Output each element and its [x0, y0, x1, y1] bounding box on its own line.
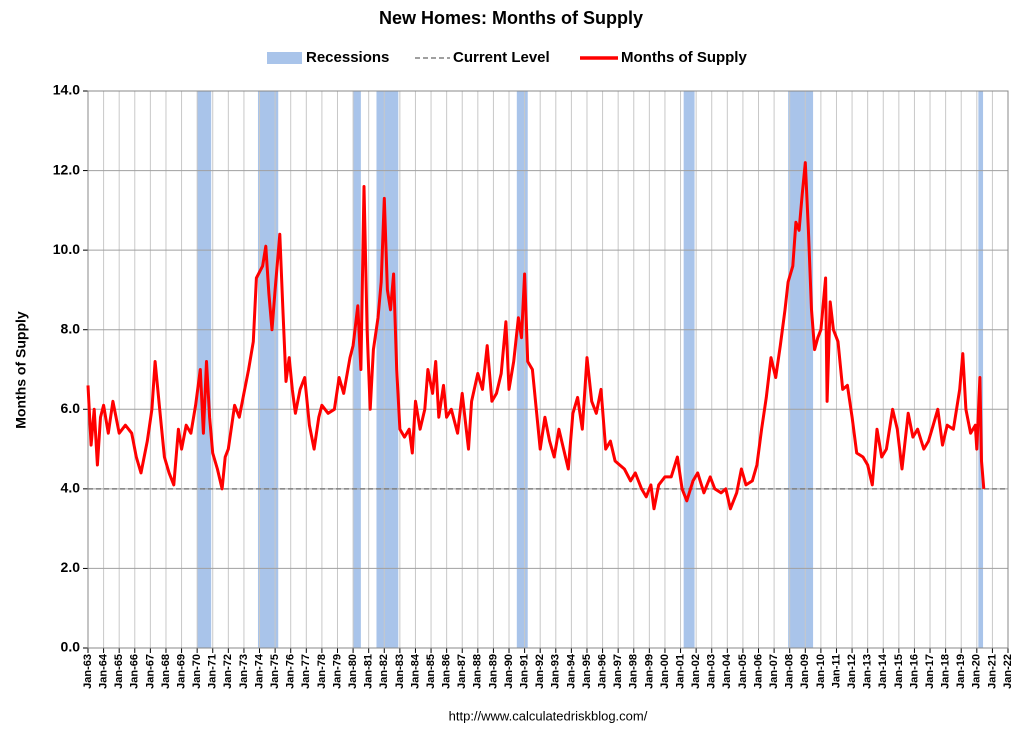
x-tick-label: Jan-87 [456, 654, 468, 689]
x-tick-label: Jan-67 [144, 654, 156, 689]
x-tick-label: Jan-73 [238, 654, 250, 689]
x-tick-label: Jan-65 [113, 654, 125, 689]
recession-band [978, 91, 984, 648]
x-tick-label: Jan-16 [908, 654, 920, 689]
x-tick-label: Jan-89 [487, 654, 499, 689]
recession-band [353, 91, 361, 648]
x-tick-label: Jan-94 [565, 653, 577, 689]
x-tick-label: Jan-99 [643, 654, 655, 689]
y-tick-label: 0.0 [61, 639, 81, 655]
x-tick-label: Jan-21 [986, 654, 998, 689]
x-tick-label: Jan-14 [877, 653, 889, 689]
x-tick-label: Jan-03 [706, 654, 718, 689]
x-tick-label: Jan-13 [862, 654, 874, 689]
x-tick-label: Jan-83 [394, 654, 406, 689]
x-tick-label: Jan-79 [331, 654, 343, 689]
recession-band [788, 91, 814, 648]
x-tick-label: Jan-96 [596, 654, 608, 689]
x-tick-label: Jan-70 [191, 654, 203, 689]
x-tick-label: Jan-98 [628, 654, 640, 689]
y-tick-label: 14.0 [53, 82, 80, 98]
x-tick-label: Jan-22 [1002, 654, 1014, 689]
x-tick-label: Jan-92 [534, 654, 546, 689]
x-tick-label: Jan-64 [97, 653, 109, 689]
x-tick-label: Jan-91 [519, 654, 531, 689]
recession-band [683, 91, 695, 648]
plot-area [88, 91, 1008, 648]
x-tick-label: Jan-15 [893, 654, 905, 689]
x-tick-label: Jan-02 [690, 654, 702, 689]
x-tick-label: Jan-97 [612, 654, 624, 689]
legend-label: Recessions [306, 49, 389, 66]
x-tick-label: Jan-18 [940, 654, 952, 689]
x-tick-label: Jan-01 [674, 654, 686, 689]
x-tick-label: Jan-71 [207, 654, 219, 689]
x-tick-label: Jan-76 [285, 654, 297, 689]
x-tick-label: Jan-78 [316, 654, 328, 689]
legend-label: Current Level [453, 49, 550, 66]
recession-band [257, 91, 279, 648]
x-tick-label: Jan-88 [472, 654, 484, 689]
x-tick-label: Jan-80 [347, 654, 359, 689]
x-tick-label: Jan-72 [222, 654, 234, 689]
x-tick-label: Jan-06 [752, 654, 764, 689]
x-tick-label: Jan-85 [425, 654, 437, 689]
source: http://www.calculatedriskblog.com/ [449, 708, 648, 723]
recession-band [516, 91, 528, 648]
x-tick-label: Jan-09 [799, 654, 811, 689]
x-tick-label: Jan-90 [503, 654, 515, 689]
plot-border [87, 90, 1009, 649]
x-tick-label: Jan-66 [129, 654, 141, 689]
recession-band [376, 91, 399, 648]
x-tick-label: Jan-81 [363, 654, 375, 689]
chart-title: New Homes: Months of Supply [379, 8, 643, 28]
recession-band [197, 91, 212, 648]
x-tick-label: Jan-86 [441, 654, 453, 689]
x-tick-label: Jan-05 [737, 654, 749, 689]
y-tick-label: 2.0 [61, 559, 81, 575]
x-tick-label: Jan-68 [160, 654, 172, 689]
x-tick-label: Jan-20 [971, 654, 983, 689]
y-axis-label: Months of Supply [13, 311, 29, 429]
legend-swatch [267, 52, 302, 64]
x-tick-label: Jan-00 [659, 654, 671, 689]
x-tick-label: Jan-19 [955, 654, 967, 689]
x-tick-label: Jan-08 [784, 654, 796, 689]
x-tick-label: Jan-69 [175, 654, 187, 689]
x-tick-label: Jan-93 [550, 654, 562, 689]
x-tick-label: Jan-07 [768, 654, 780, 689]
x-tick-label: Jan-17 [924, 654, 936, 689]
series-line [86, 161, 986, 511]
x-tick-label: Jan-75 [269, 654, 281, 689]
x-tick-label: Jan-84 [409, 653, 421, 689]
x-tick-label: Jan-77 [300, 654, 312, 689]
x-tick-label: Jan-12 [846, 654, 858, 689]
y-tick-label: 6.0 [61, 400, 81, 416]
y-tick-label: 10.0 [53, 241, 80, 257]
y-tick-label: 4.0 [61, 480, 81, 496]
x-tick-label: Jan-11 [830, 654, 842, 688]
x-tick-label: Jan-74 [253, 653, 265, 689]
y-tick-label: 12.0 [53, 161, 80, 177]
x-tick-label: Jan-10 [815, 654, 827, 689]
x-tick-label: Jan-95 [581, 654, 593, 689]
x-tick-label: Jan-63 [82, 654, 94, 689]
x-tick-label: Jan-82 [378, 654, 390, 689]
legend-label: Months of Supply [621, 49, 747, 66]
x-tick-label: Jan-04 [721, 653, 733, 689]
y-tick-label: 8.0 [61, 320, 81, 336]
